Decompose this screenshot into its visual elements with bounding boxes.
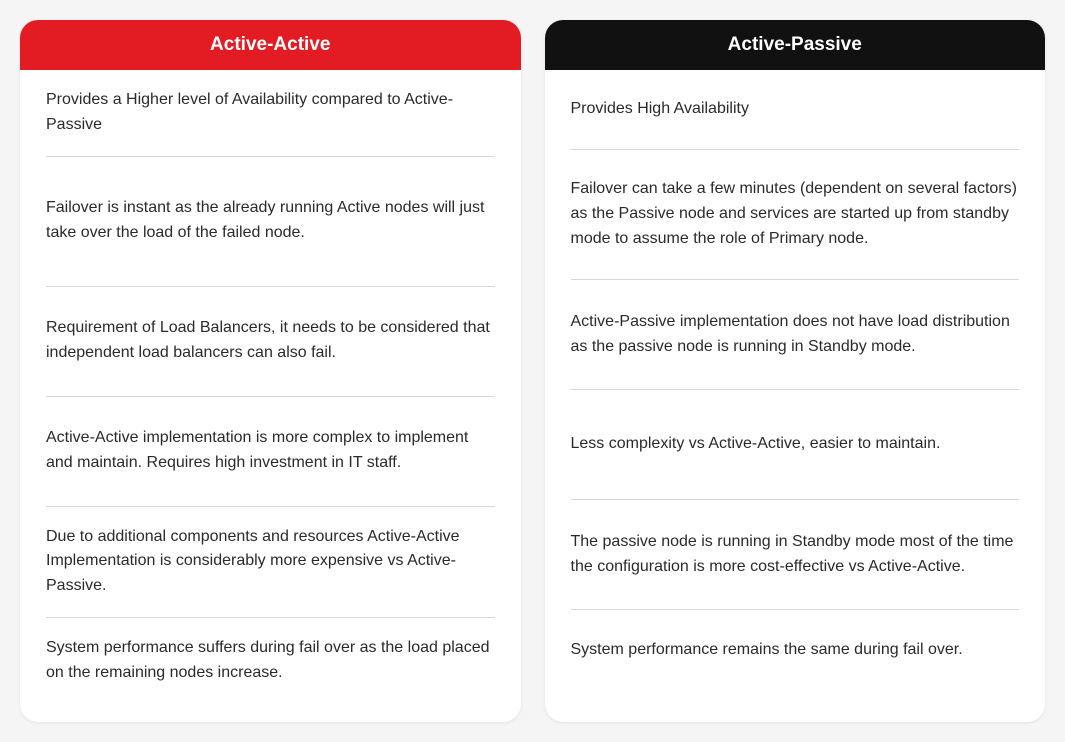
table-row: The passive node is running in Standby m… <box>571 500 1020 610</box>
table-row: Less complexity vs Active-Active, easier… <box>571 390 1020 500</box>
column-body-active-passive: Provides High Availability Failover can … <box>545 70 1046 708</box>
column-header-active-passive: Active-Passive <box>545 20 1046 70</box>
table-row: Provides a Higher level of Availability … <box>46 70 495 157</box>
table-row: System performance remains the same duri… <box>571 610 1020 690</box>
column-active-passive: Active-Passive Provides High Availabilit… <box>545 20 1046 722</box>
table-row: Active-Active implementation is more com… <box>46 397 495 507</box>
table-row: Provides High Availability <box>571 70 1020 150</box>
table-row: System performance suffers during fail o… <box>46 618 495 704</box>
table-row: Requirement of Load Balancers, it needs … <box>46 287 495 397</box>
table-row: Failover can take a few minutes (depende… <box>571 150 1020 280</box>
column-body-active-active: Provides a Higher level of Availability … <box>20 70 521 722</box>
column-header-active-active: Active-Active <box>20 20 521 70</box>
table-row: Failover is instant as the already runni… <box>46 157 495 287</box>
column-active-active: Active-Active Provides a Higher level of… <box>20 20 521 722</box>
comparison-table: Active-Active Provides a Higher level of… <box>20 20 1045 722</box>
table-row: Due to additional components and resourc… <box>46 507 495 618</box>
table-row: Active-Passive implementation does not h… <box>571 280 1020 390</box>
